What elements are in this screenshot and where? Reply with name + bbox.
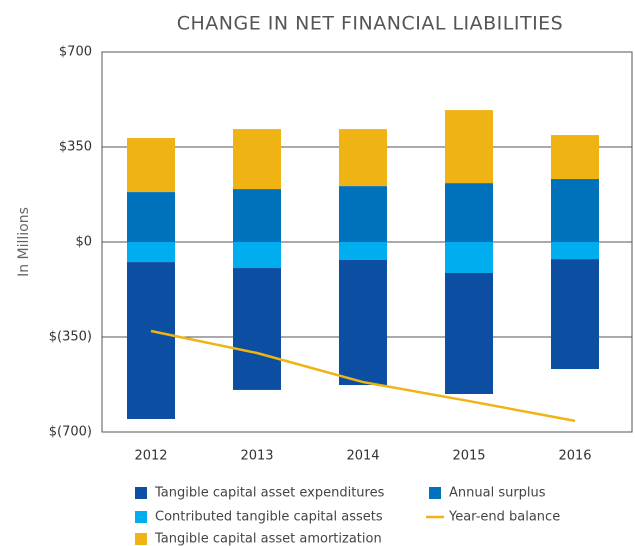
- y-tick-label: $(700): [49, 425, 92, 440]
- legend-swatch: [135, 511, 147, 523]
- y-tick-label: $350: [59, 140, 92, 155]
- legend-swatch: [135, 487, 147, 499]
- y-tick-label: $(350): [49, 330, 92, 345]
- x-tick-label: 2015: [452, 449, 485, 464]
- legend-label: Contributed tangible capital assets: [155, 510, 383, 525]
- bar-segment: [551, 135, 599, 180]
- legend-swatch: [429, 487, 441, 499]
- bar-segment: [233, 129, 281, 190]
- bar-segment: [339, 186, 387, 242]
- x-tick-label: 2016: [558, 449, 591, 464]
- legend-label: Year-end balance: [448, 510, 560, 525]
- y-axis-label: In Millions: [16, 207, 32, 277]
- bar-segment: [551, 242, 599, 260]
- x-tick-label: 2013: [240, 449, 273, 464]
- bar-segment: [127, 242, 175, 263]
- bar-segment: [551, 259, 599, 370]
- bar-segment: [233, 242, 281, 269]
- legend-swatch: [135, 533, 147, 545]
- bar-segment: [233, 189, 281, 242]
- bar-segment: [445, 110, 493, 184]
- legend-label: Tangible capital asset expenditures: [154, 486, 385, 501]
- line: [150, 329, 576, 423]
- bar-segment: [127, 192, 175, 242]
- bar-segment: [445, 242, 493, 273]
- y-tick-label: $700: [59, 45, 92, 60]
- bar-segment: [445, 183, 493, 242]
- bar-segment: [127, 262, 175, 419]
- y-tick-label: $0: [75, 235, 92, 250]
- x-tick-label: 2012: [134, 449, 167, 464]
- bar-segment: [339, 259, 387, 386]
- bar-segment: [127, 138, 175, 193]
- bar-segment: [551, 179, 599, 242]
- x-tick-label: 2014: [346, 449, 379, 464]
- bar-segment: [339, 129, 387, 187]
- chart-title: CHANGE IN NET FINANCIAL LIABILITIES: [177, 13, 564, 35]
- legend-label: Tangible capital asset amortization: [154, 532, 382, 546]
- legend-label: Annual surplus: [449, 486, 546, 501]
- bar-segment: [233, 268, 281, 390]
- bar-segment: [339, 242, 387, 260]
- bar-segment: [445, 272, 493, 394]
